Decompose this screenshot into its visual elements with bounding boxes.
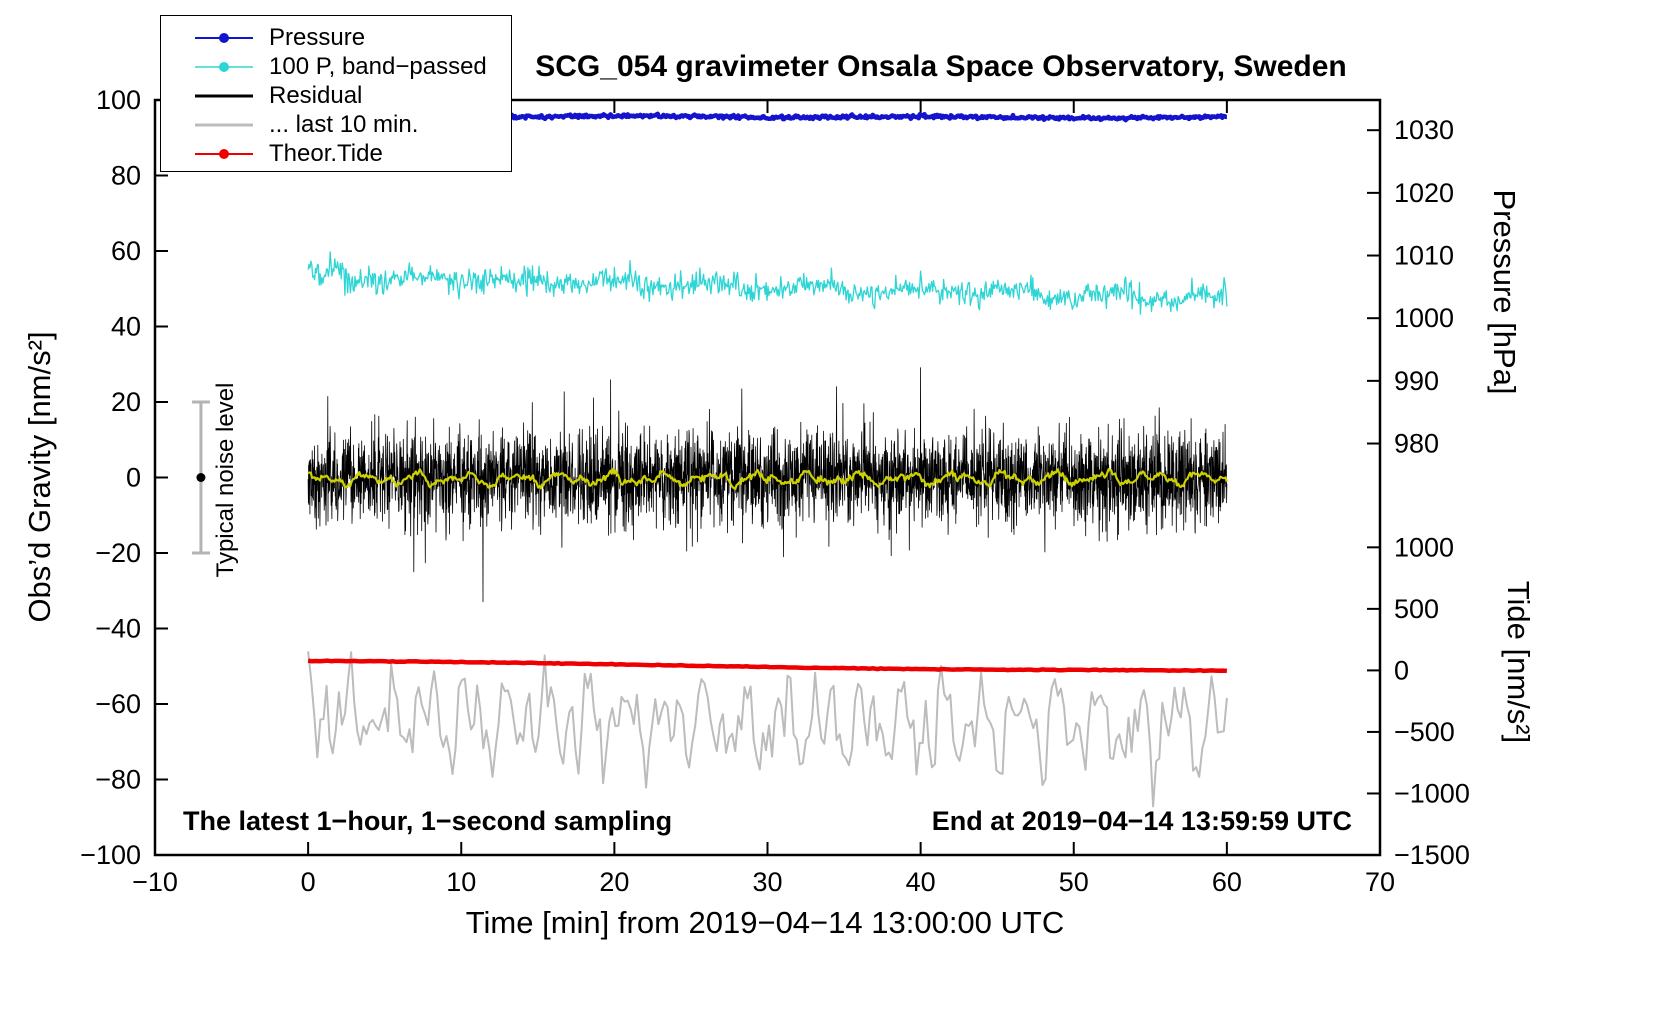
left-tick-label: 20 xyxy=(111,387,141,417)
series-band-passed-pressure xyxy=(307,251,1228,315)
noise-errorbar-dot xyxy=(196,473,206,482)
sampling-annotation: The latest 1−hour, 1−second sampling xyxy=(183,806,673,836)
left-tick-label: −60 xyxy=(95,689,141,719)
pressure-tick-label: 1030 xyxy=(1394,115,1454,145)
left-axis-label: Obs’d Gravity [nm/s²] xyxy=(22,331,57,623)
legend-item-0: Pressure xyxy=(161,23,511,52)
tide-tick-label: 500 xyxy=(1394,594,1439,624)
left-tick-label: 40 xyxy=(111,312,141,342)
x-tick-label: −10 xyxy=(132,867,178,897)
legend-marker-icon xyxy=(195,61,253,72)
legend-label: ... last 10 min. xyxy=(269,110,419,138)
series-residual xyxy=(307,367,1228,603)
legend-item-1: 100 P, band−passed xyxy=(161,52,511,81)
tide-tick-label: −500 xyxy=(1394,717,1455,747)
left-tick-label: 80 xyxy=(111,161,141,191)
series-theor-tide xyxy=(307,658,1228,674)
legend: Pressure 100 P, band−passed Residual... la… xyxy=(160,15,512,172)
x-tick-label: 70 xyxy=(1365,867,1395,897)
x-tick-label: 10 xyxy=(446,867,476,897)
series-last-10-min xyxy=(307,651,1228,808)
legend-label: Residual xyxy=(269,81,363,109)
pressure-tick-label: 1020 xyxy=(1394,178,1454,208)
tide-tick-label: 0 xyxy=(1394,655,1409,685)
x-tick-label: 40 xyxy=(906,867,936,897)
legend-marker-icon xyxy=(195,123,253,126)
tide-tick-label: 1000 xyxy=(1394,532,1454,562)
legend-label: Theor.Tide xyxy=(269,139,383,167)
x-tick-label: 20 xyxy=(599,867,629,897)
left-tick-label: −20 xyxy=(95,538,141,568)
left-tick-label: 100 xyxy=(96,85,141,115)
tide-axis-label: Tide [nm/s²] xyxy=(1501,580,1536,744)
x-tick-label: 60 xyxy=(1212,867,1242,897)
legend-marker-icon xyxy=(195,148,253,159)
plot-frame xyxy=(153,98,1382,857)
x-tick-label: 50 xyxy=(1059,867,1089,897)
pressure-tick-label: 990 xyxy=(1394,366,1439,396)
x-tick-label: 30 xyxy=(752,867,782,897)
legend-marker-icon xyxy=(195,32,253,43)
x-tick-label: 0 xyxy=(301,867,316,897)
pressure-tick-label: 980 xyxy=(1394,429,1439,459)
chart-title: SCG_054 gravimeter Onsala Space Observat… xyxy=(535,50,1347,83)
x-axis-label: Time [min] from 2019−04−14 13:00:00 UTC xyxy=(465,905,1065,940)
left-tick-label: −40 xyxy=(95,614,141,644)
legend-label: Pressure xyxy=(269,23,366,51)
end-time-annotation: End at 2019−04−14 13:59:59 UTC xyxy=(931,806,1352,836)
pressure-tick-label: 1010 xyxy=(1394,241,1454,271)
series-residual-smoothed xyxy=(307,467,1228,491)
noise-level-label: Typical noise level xyxy=(212,382,239,578)
legend-item-2: Residual xyxy=(161,81,511,110)
legend-marker-icon xyxy=(195,94,253,97)
legend-label: 100 P, band−passed xyxy=(269,52,487,80)
left-tick-label: −80 xyxy=(95,765,141,795)
pressure-tick-label: 1000 xyxy=(1394,303,1454,333)
left-tick-label: 0 xyxy=(126,463,141,493)
pressure-axis-label: Pressure [hPa] xyxy=(1487,189,1522,395)
tide-tick-label: −1500 xyxy=(1394,840,1470,870)
tide-tick-label: −1000 xyxy=(1394,778,1470,808)
legend-item-4: Theor.Tide xyxy=(161,139,511,168)
left-tick-label: −100 xyxy=(80,840,141,870)
legend-item-3: ... last 10 min. xyxy=(161,110,511,139)
left-tick-label: 60 xyxy=(111,236,141,266)
